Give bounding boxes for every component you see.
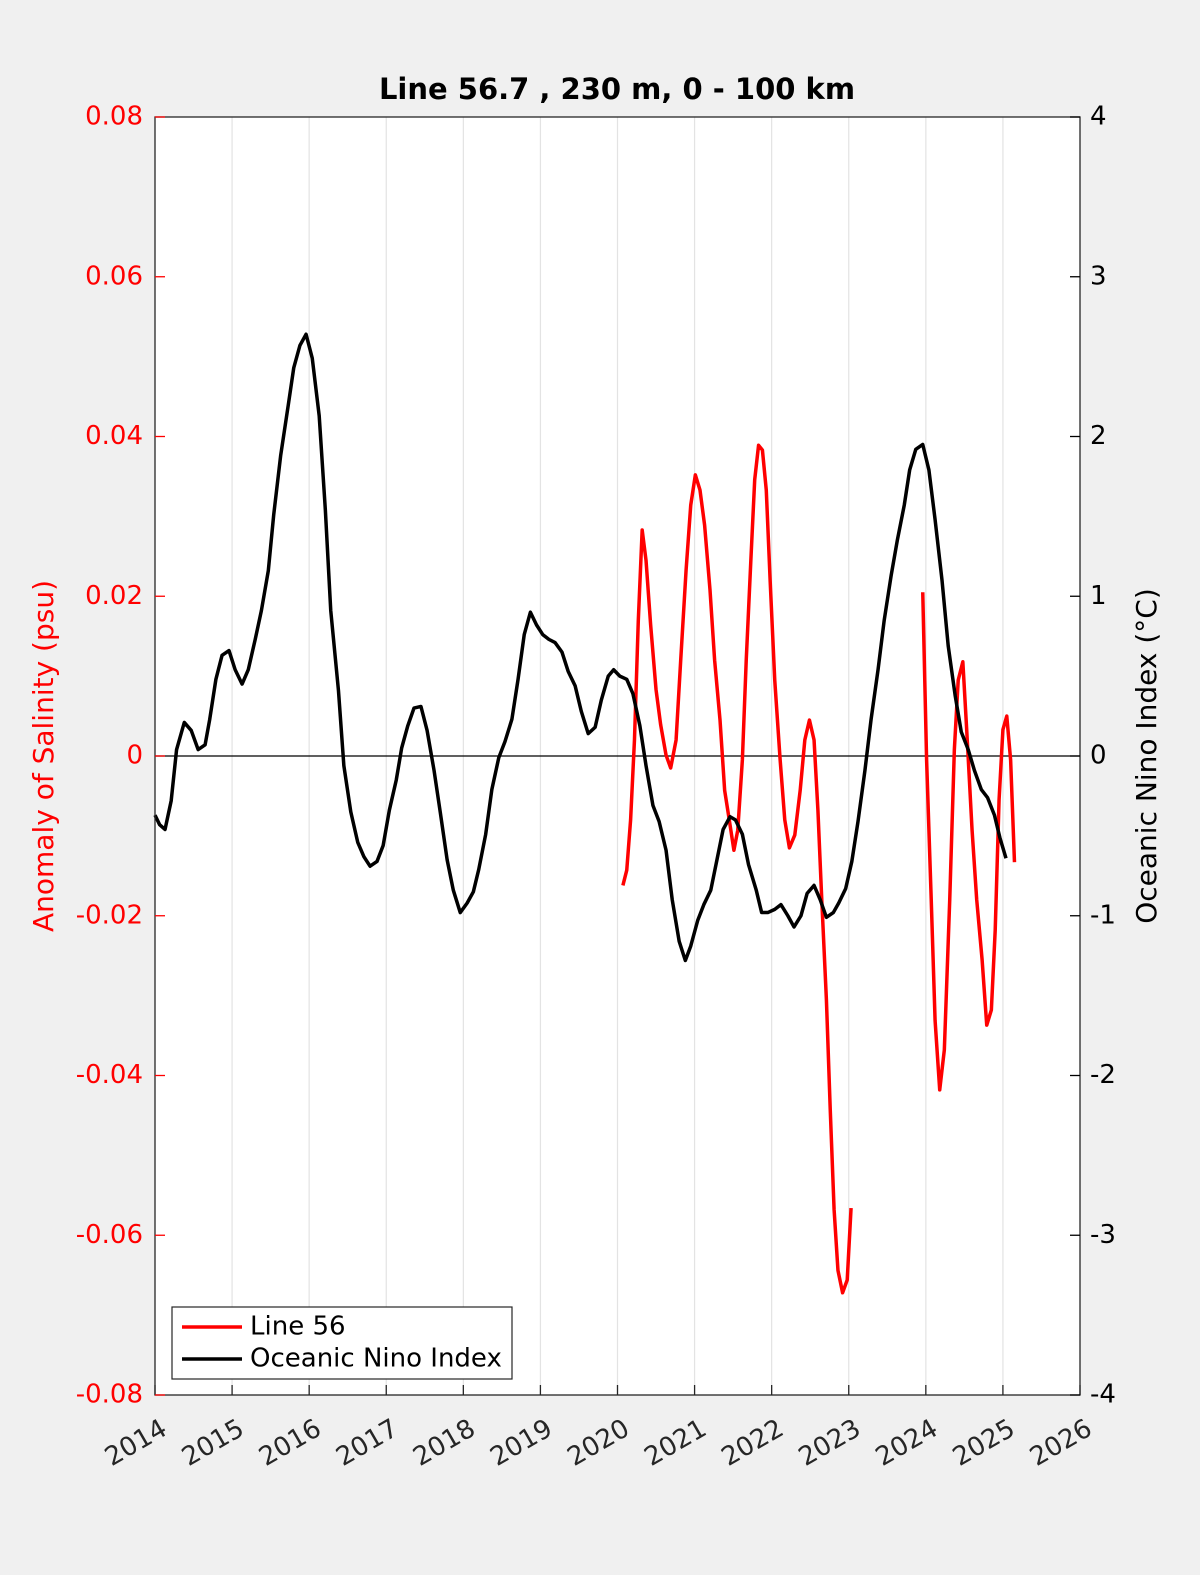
x-tick-label: 2020 — [562, 1414, 634, 1473]
x-tick-label: 2015 — [177, 1414, 249, 1473]
legend-label: Line 56 — [250, 1312, 346, 1342]
y2-tick-label: -3 — [1090, 1220, 1116, 1250]
x-tick-label: 2018 — [408, 1414, 480, 1473]
chart-title: Line 56.7 , 230 m, 0 - 100 km — [379, 72, 855, 106]
series-line — [153, 332, 1008, 963]
y-tick-label: -0.02 — [76, 900, 143, 930]
y2-tick-label: 4 — [1090, 102, 1107, 132]
y-tick-label: -0.08 — [76, 1380, 143, 1410]
x-tick-label: 2024 — [871, 1414, 943, 1473]
y-tick-label: 0.06 — [85, 261, 143, 291]
x-tick-label: 2021 — [640, 1414, 712, 1473]
y2-tick-label: 1 — [1090, 581, 1107, 611]
y2-tick-label: 2 — [1090, 421, 1107, 451]
x-tick-label: 2014 — [100, 1414, 172, 1473]
legend-label: Oceanic Nino Index — [250, 1344, 502, 1374]
y2-axis-label: Oceanic Nino Index (°C) — [1130, 588, 1163, 924]
y-tick-label: 0.02 — [85, 581, 143, 611]
x-tick-label: 2022 — [717, 1414, 789, 1473]
y2-tick-label: 3 — [1090, 261, 1107, 291]
x-tick-label: 2025 — [948, 1414, 1020, 1473]
y2-tick-label: -2 — [1090, 1060, 1116, 1090]
x-tick-label: 2016 — [254, 1414, 326, 1473]
series-line — [621, 443, 1017, 1295]
y-tick-label: -0.06 — [76, 1220, 143, 1250]
x-tick-label: 2017 — [331, 1414, 403, 1473]
x-tick-label: 2023 — [794, 1414, 866, 1473]
legend-box — [171, 1306, 513, 1380]
lines — [153, 332, 1017, 1295]
y-tick-label: -0.04 — [76, 1060, 143, 1090]
y-axis-label: Anomaly of Salinity (psu) — [27, 580, 60, 932]
y2-tick-label: 0 — [1090, 741, 1107, 771]
y2-tick-label: -4 — [1090, 1380, 1116, 1410]
x-tick-label: 2026 — [1025, 1414, 1097, 1473]
y-tick-label: 0.04 — [85, 421, 143, 451]
y-tick-label: 0 — [126, 741, 143, 771]
x-tick-label: 2019 — [485, 1414, 557, 1473]
y2-tick-label: -1 — [1090, 900, 1116, 930]
y-tick-label: 0.08 — [85, 102, 143, 132]
